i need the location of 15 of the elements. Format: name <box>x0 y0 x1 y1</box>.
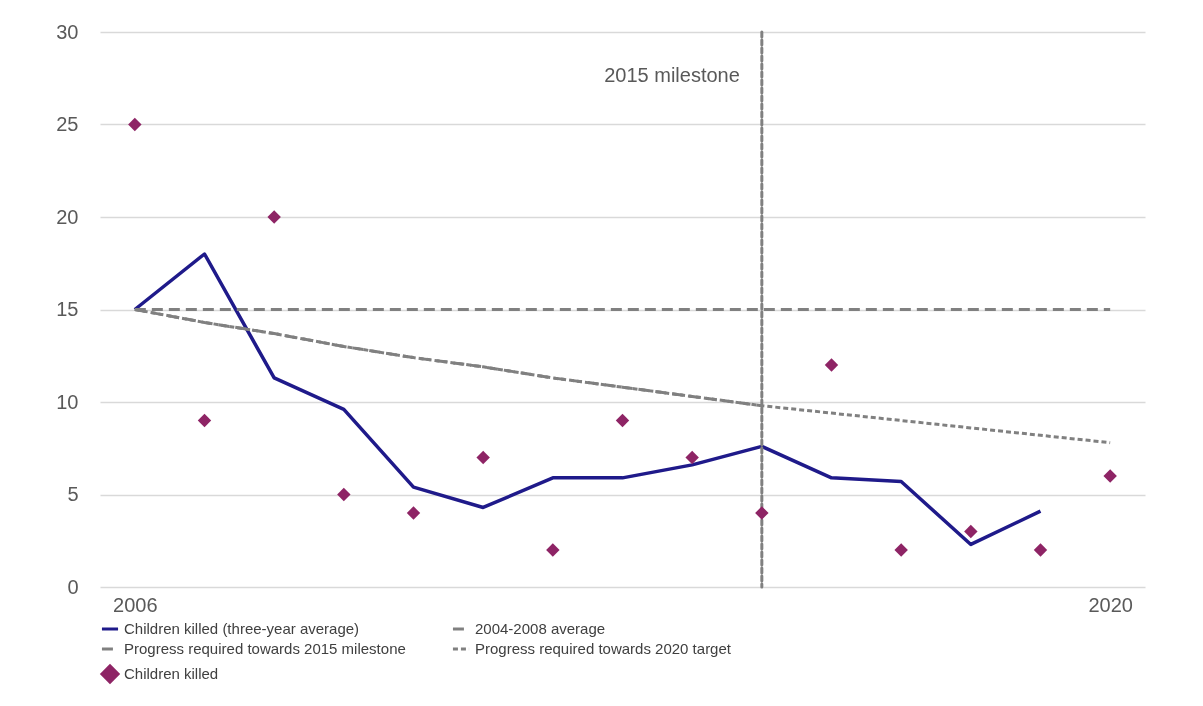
legend-label: 2004-2008 average <box>475 620 606 637</box>
y-tick-label: 25 <box>56 113 79 135</box>
legend-label: Children killed <box>124 665 219 682</box>
y-tick-label: 0 <box>67 575 79 598</box>
y-tick-label: 20 <box>56 205 79 228</box>
y-tick-label: 30 <box>56 20 79 43</box>
x-tick-label: 2006 <box>113 593 158 616</box>
legend-label: Children killed (three-year average) <box>124 620 360 637</box>
legend-label: Progress required towards 2020 target <box>475 640 732 657</box>
ref-line-label: 2015 milestone <box>604 64 740 86</box>
y-tick-label: 10 <box>56 390 79 413</box>
y-tick-label: 5 <box>67 483 79 505</box>
x-tick-label: 2020 <box>1088 593 1133 616</box>
legend-label: Progress required towards 2015 milestone <box>124 640 406 657</box>
y-tick-label: 15 <box>56 298 79 320</box>
